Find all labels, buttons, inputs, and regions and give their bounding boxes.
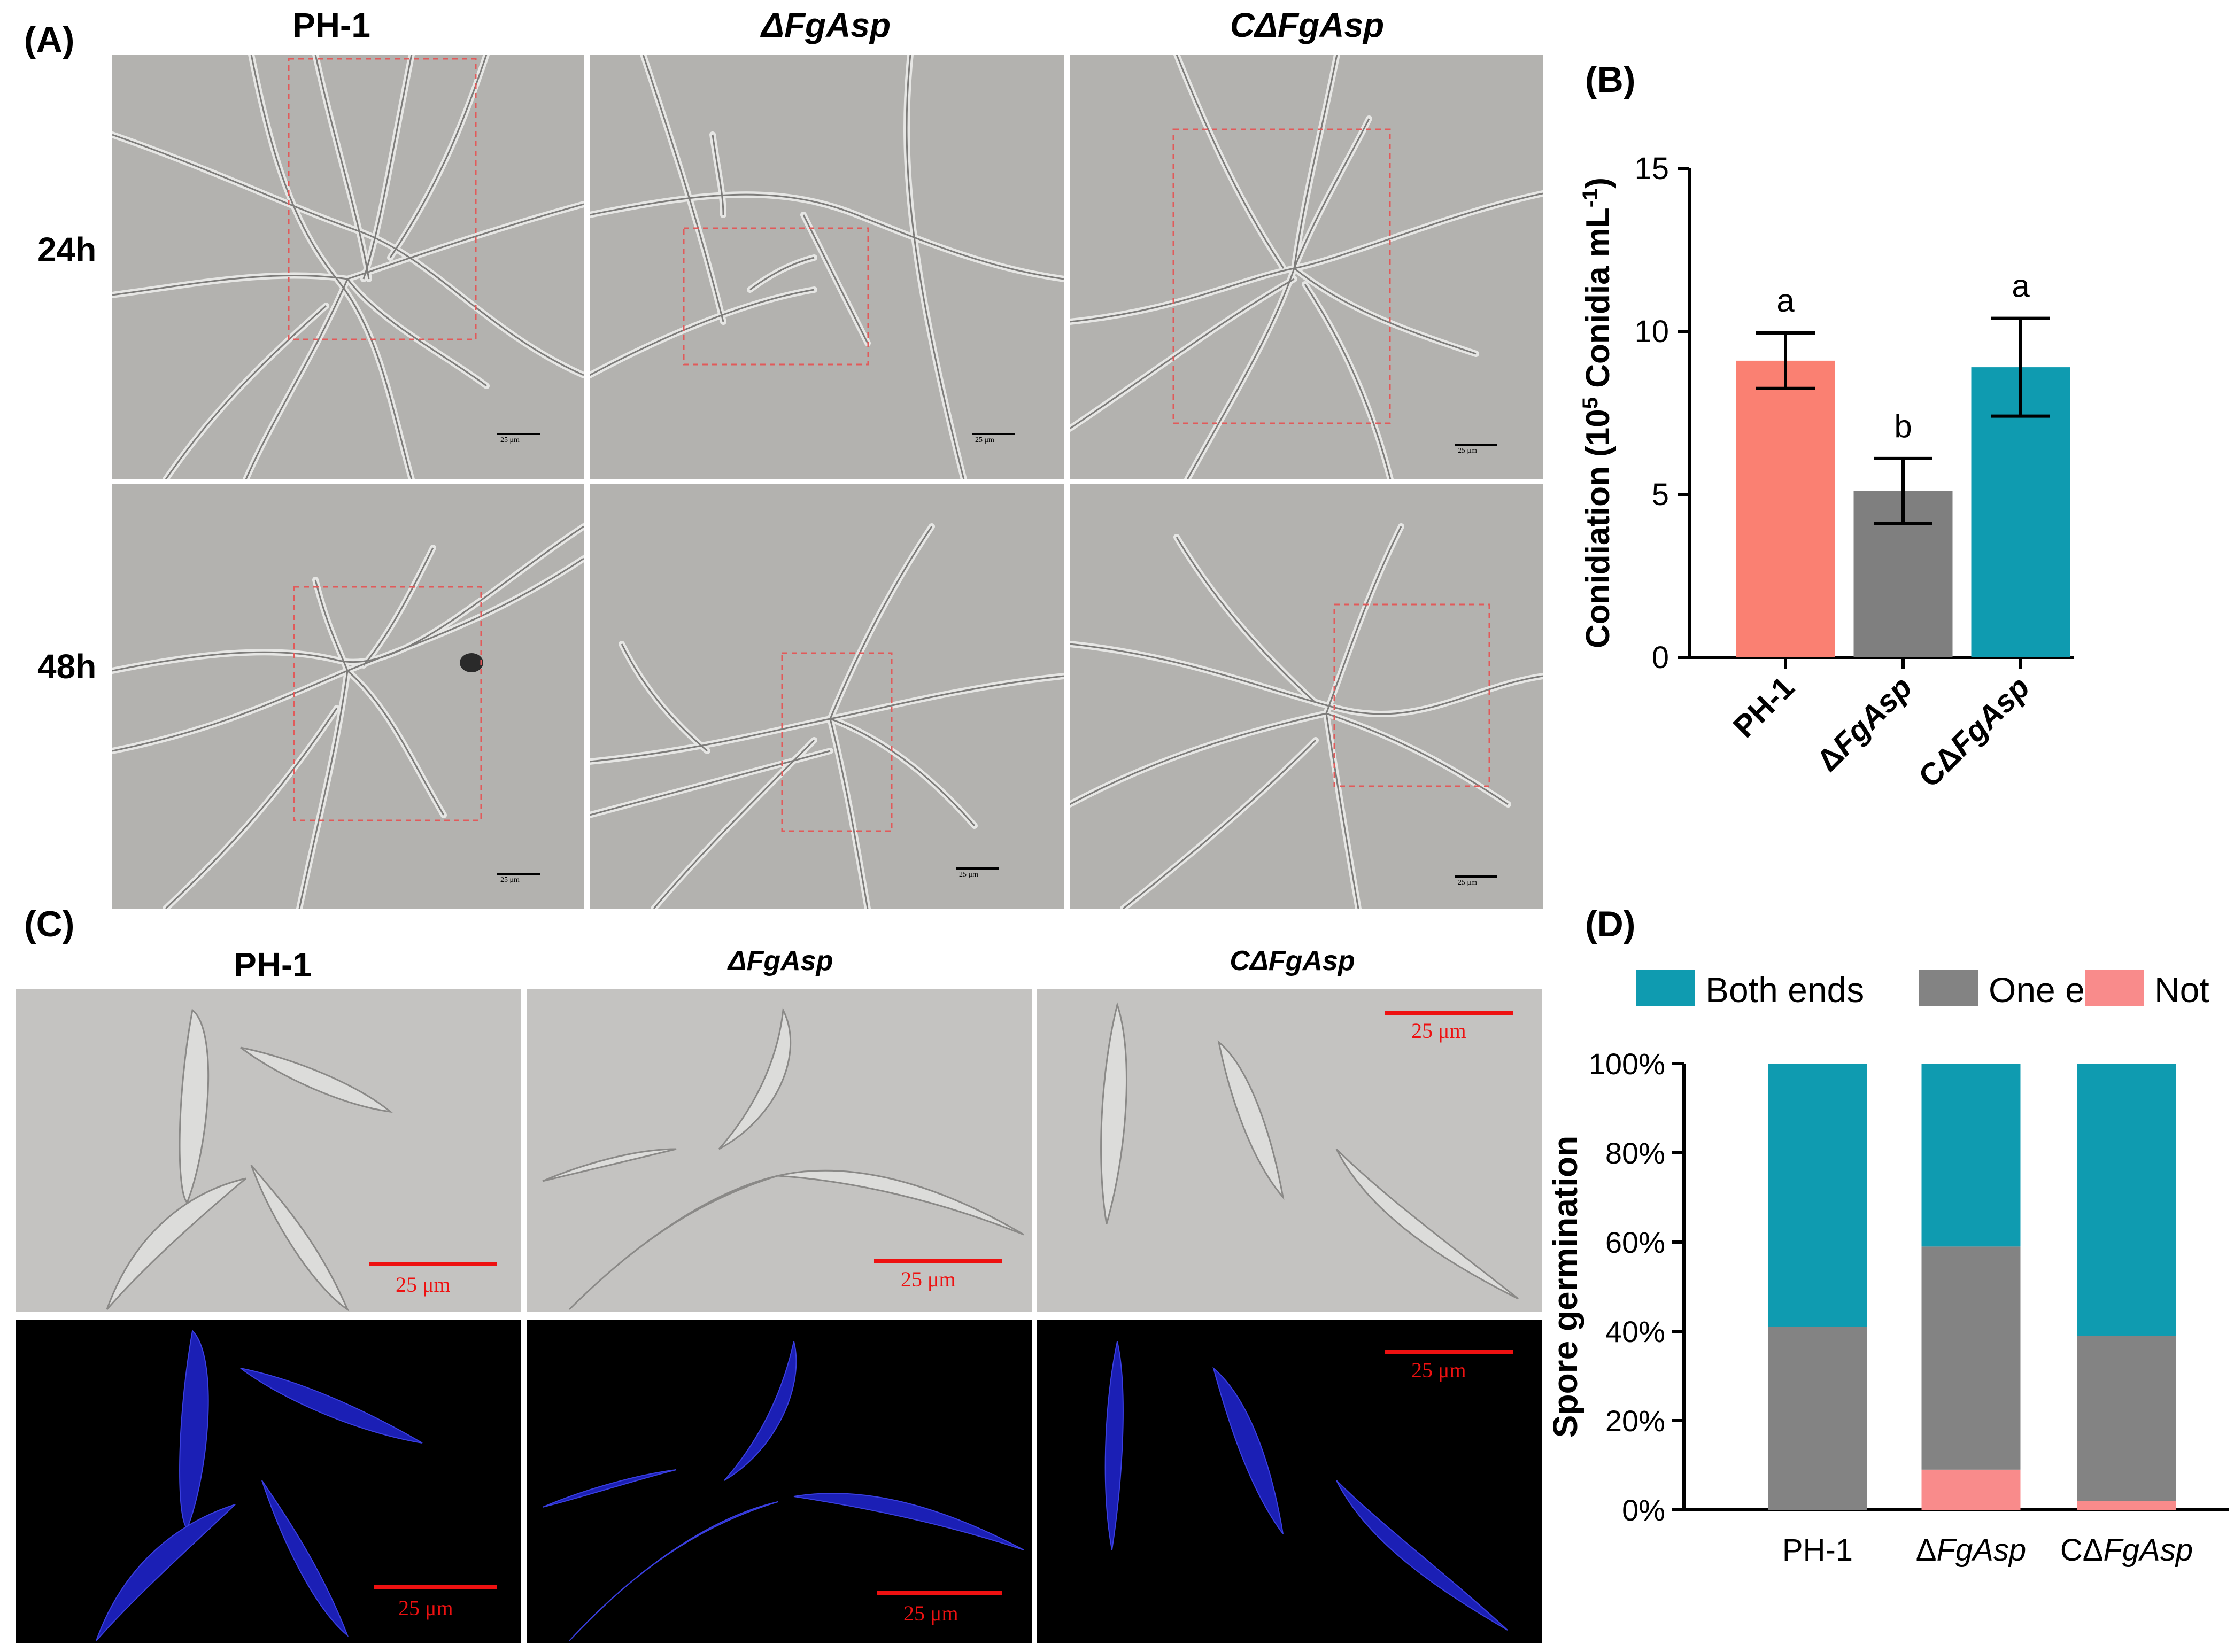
- scale-bar-label: 25 μm: [903, 1601, 958, 1625]
- micrograph-c-mutant-fluorescence: 25 μm: [527, 1320, 1032, 1643]
- scale-bar-label: 25 μm: [396, 1273, 451, 1297]
- bar-0: [1736, 360, 1835, 657]
- bar-segment-one-end: [1768, 1327, 1867, 1510]
- legend-label: Not: [2154, 970, 2209, 1010]
- y-tick-label: 60%: [1605, 1226, 1665, 1259]
- scale-bar-label: 25 μm: [975, 436, 994, 444]
- conidiation-bar-chart: 0 5 10 15 Conidiation (105 Conidia mL-1) a PH-…: [1579, 151, 2074, 794]
- y-tick-label: 0: [1652, 640, 1669, 675]
- conidia-fluorescence-drawing: [96, 1329, 497, 1641]
- panel-a-row-48h: 48h: [37, 647, 97, 686]
- y-tick-label: 5: [1652, 477, 1669, 512]
- x-tick-label: ΔFgAsp: [1810, 670, 1919, 778]
- y-tick-label: 10: [1634, 314, 1669, 349]
- significance-letter: a: [2012, 268, 2030, 304]
- micrograph-a-complement-48h: 25 μm: [1070, 484, 1543, 909]
- bar-segment-not: [2077, 1501, 2176, 1510]
- panel-c-col-complement: CΔFgAsp: [1230, 945, 1355, 976]
- x-tick-label: CΔFgAsp: [1912, 670, 2037, 794]
- scale-bar-label: 25 μm: [1411, 1358, 1466, 1382]
- legend-swatch: [2085, 970, 2144, 1006]
- panel-c-col-mutant: ΔFgAsp: [728, 945, 833, 976]
- significance-letter: a: [1776, 283, 1795, 319]
- scale-bar-label: 25 μm: [500, 436, 520, 444]
- hyphae-drawing: [1070, 55, 1543, 479]
- significance-letter: b: [1894, 408, 1912, 444]
- panel-d-label: (D): [1585, 904, 1636, 944]
- bar-segment-both-ends: [2077, 1064, 2176, 1336]
- y-tick-label: 80%: [1605, 1136, 1665, 1170]
- scale-bar-label: 25 μm: [398, 1596, 453, 1620]
- bar-segment-not: [1921, 1469, 2021, 1510]
- panel-a-label: (A): [24, 19, 75, 60]
- panel-c-col-ph1: PH-1: [234, 945, 312, 984]
- hyphae-drawing: [590, 55, 1064, 479]
- bar-segment-one-end: [1921, 1246, 2021, 1470]
- micrograph-c-complement-fluorescence: 25 μm: [1037, 1320, 1542, 1643]
- micrograph-c-ph1-brightfield: 25 μm: [16, 989, 521, 1312]
- conidia-fluorescence-drawing: [1104, 1341, 1513, 1631]
- scale-bar-label: 25 μm: [901, 1267, 956, 1291]
- spore-germination-stacked-chart: Both ends One end Not0%20%40%60%80%100%Spo…: [1550, 970, 2229, 1568]
- scale-bar-label: 25 μm: [1458, 447, 1477, 455]
- x-tick-label: PH-1: [1782, 1533, 1853, 1568]
- conidia-fluorescence-drawing: [542, 1341, 1024, 1641]
- hyphae-drawing: [112, 55, 584, 479]
- micrograph-c-mutant-brightfield: 25 μm: [527, 989, 1032, 1312]
- legend-label: Both ends: [1705, 970, 1864, 1010]
- panel-a-col-complement: CΔFgAsp: [1230, 6, 1385, 44]
- micrograph-a-ph1-24h: 25 μm: [112, 55, 584, 479]
- micrograph-a-mutant-48h: 25 μm: [590, 484, 1064, 909]
- scale-bar-label: 25 μm: [1411, 1019, 1466, 1043]
- x-tick-label: PH-1: [1727, 670, 1801, 744]
- conidia-drawing: [106, 1009, 497, 1312]
- micrograph-c-ph1-fluorescence: 25 μm: [16, 1320, 521, 1643]
- conidia-drawing: [542, 1007, 1024, 1310]
- y-tick-label: 20%: [1605, 1404, 1665, 1438]
- micrograph-c-complement-brightfield: 25 μm: [1037, 989, 1542, 1312]
- bar-segment-one-end: [2077, 1336, 2176, 1501]
- y-tick-label: 15: [1634, 151, 1669, 186]
- hyphae-drawing: [1070, 523, 1543, 909]
- panel-a-col-ph1: PH-1: [292, 6, 370, 44]
- x-tick-label: CΔFgAsp: [2060, 1533, 2193, 1568]
- hyphae-drawing: [112, 523, 584, 909]
- legend-swatch: [1919, 970, 1978, 1006]
- panel-c-label: (C): [24, 904, 75, 944]
- scale-bar-label: 25 μm: [1458, 879, 1477, 887]
- conidia-drawing: [1100, 1002, 1519, 1300]
- bar-segment-both-ends: [1921, 1064, 2021, 1247]
- panel-b-label: (B): [1585, 59, 1636, 100]
- micrograph-a-ph1-48h: 25 μm: [112, 484, 584, 909]
- y-tick-label: 100%: [1589, 1047, 1665, 1081]
- y-tick-label: 0%: [1622, 1493, 1665, 1527]
- scale-bar-label: 25 μm: [500, 876, 520, 884]
- hyphae-drawing: [590, 523, 1064, 909]
- y-axis-label: Spore germination: [1550, 1136, 1584, 1438]
- y-tick-label: 40%: [1605, 1315, 1665, 1348]
- legend-swatch: [1636, 970, 1695, 1006]
- micrograph-a-mutant-24h: 25 μm: [590, 55, 1064, 479]
- y-axis-label: Conidiation (105 Conidia mL-1): [1579, 177, 1617, 648]
- bar-segment-both-ends: [1768, 1064, 1867, 1327]
- panel-a-row-24h: 24h: [37, 230, 97, 269]
- scale-bar-label: 25 μm: [959, 871, 978, 879]
- x-tick-label: ΔFgAsp: [1916, 1533, 2026, 1568]
- panel-a-col-mutant: ΔFgAsp: [761, 6, 891, 44]
- micrograph-a-complement-24h: 25 μm: [1070, 55, 1543, 479]
